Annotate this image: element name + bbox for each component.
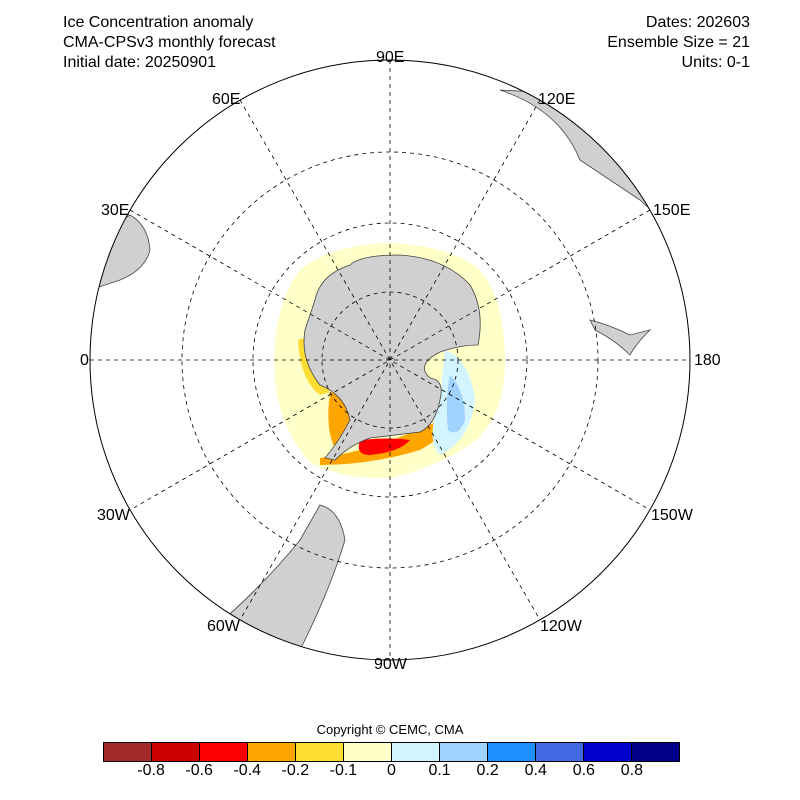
colorbar-swatch [392, 743, 440, 761]
anomaly-orange-south [320, 415, 451, 465]
lon-label-30e: 30E [101, 202, 130, 219]
colorbar-tick-label: 0.1 [428, 762, 451, 779]
colorbar-tick-label: -0.2 [281, 762, 310, 779]
colorbar-swatch [536, 743, 584, 761]
lon-label-30w: 30W [97, 507, 130, 524]
colorbar-tick-label: 0 [387, 762, 396, 779]
model-name: CMA-CPSv3 monthly forecast [63, 34, 276, 51]
lon-label-0: 0 [80, 352, 89, 369]
lon-label-180: 180 [694, 352, 721, 369]
lon-label-150w: 150W [651, 507, 693, 524]
colorbar-swatch [584, 743, 632, 761]
colorbar-tick-label: -0.1 [329, 762, 358, 779]
colorbar-swatch [344, 743, 392, 761]
title-block: Ice Concentration anomaly CMA-CPSv3 mont… [63, 13, 276, 73]
info-block: Dates: 202603 Ensemble Size = 21 Units: … [607, 13, 750, 73]
colorbar-tick-label: 0.2 [476, 762, 499, 779]
lon-label-90w: 90W [374, 656, 407, 673]
map-boundary [89, 59, 691, 661]
new-zealand [589, 319, 652, 356]
anomaly-red [358, 438, 410, 455]
copyright: Copyright © CEMC, CMA [316, 722, 464, 737]
units: Units: 0-1 [681, 54, 750, 71]
lon-label-120w: 120W [540, 618, 582, 635]
south-america [199, 504, 346, 660]
colorbar-swatch [488, 743, 536, 761]
colorbar-swatch [200, 743, 248, 761]
colorbar-tick-label: 0.6 [572, 762, 595, 779]
colorbar-swatch [248, 743, 296, 761]
colorbar-tick-label: 0.4 [524, 762, 547, 779]
lon-label-60e: 60E [212, 91, 241, 108]
lon-label-120e: 120E [538, 91, 576, 108]
map-title: Ice Concentration anomaly [63, 14, 254, 31]
colorbar-swatch [296, 743, 344, 761]
colorbar [103, 742, 680, 762]
lon-label-60w: 60W [207, 618, 240, 635]
forecast-dates: Dates: 202603 [645, 14, 750, 31]
colorbar-tick-label: -0.4 [233, 762, 262, 779]
ensemble-size: Ensemble Size = 21 [607, 34, 750, 51]
colorbar-tick-label: 0.8 [620, 762, 644, 779]
colorbar-swatch [632, 743, 679, 761]
colorbar-tick-label: -0.8 [137, 762, 165, 779]
graticule [90, 60, 690, 660]
anomaly-blue [446, 375, 465, 433]
africa [90, 214, 151, 291]
initial-date: Initial date: 20250901 [63, 54, 217, 71]
lon-label-90e: 90E [376, 49, 405, 66]
colorbar-swatch [440, 743, 488, 761]
colorbar-tick-label: -0.6 [185, 762, 213, 779]
lon-label-150e: 150E [653, 202, 691, 219]
colorbar-swatch [104, 743, 152, 761]
colorbar-swatch [152, 743, 200, 761]
